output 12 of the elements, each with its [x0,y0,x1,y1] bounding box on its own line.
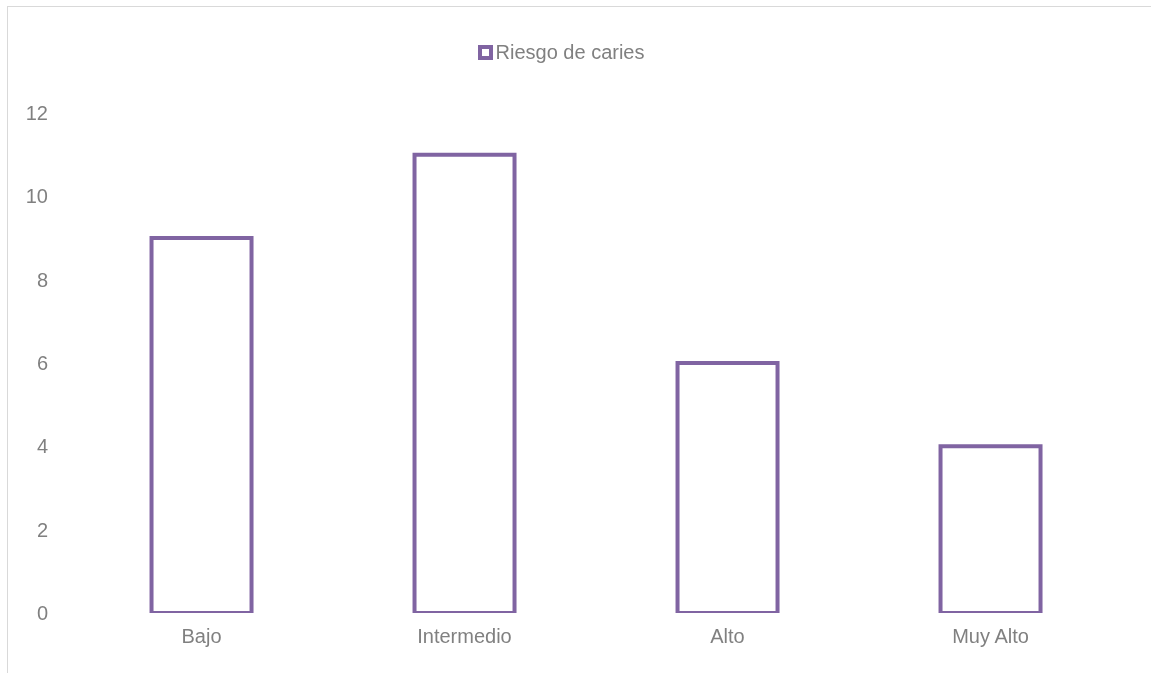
x-tick-label: Muy Alto [952,625,1029,648]
y-tick-label: 0 [36,602,48,625]
y-tick-label: 2 [36,518,48,541]
x-tick-label: Intermedio [417,625,512,648]
legend-label: Riesgo de caries [495,41,645,64]
y-tick-label: 6 [36,352,48,375]
y-tick-label: 4 [36,435,48,458]
y-tick-label: 10 [25,185,48,208]
x-tick-label: Alto [710,625,745,648]
y-tick-label: 8 [36,268,48,291]
x-tick-label: Bajo [181,625,222,648]
y-tick-label: 12 [25,102,48,125]
